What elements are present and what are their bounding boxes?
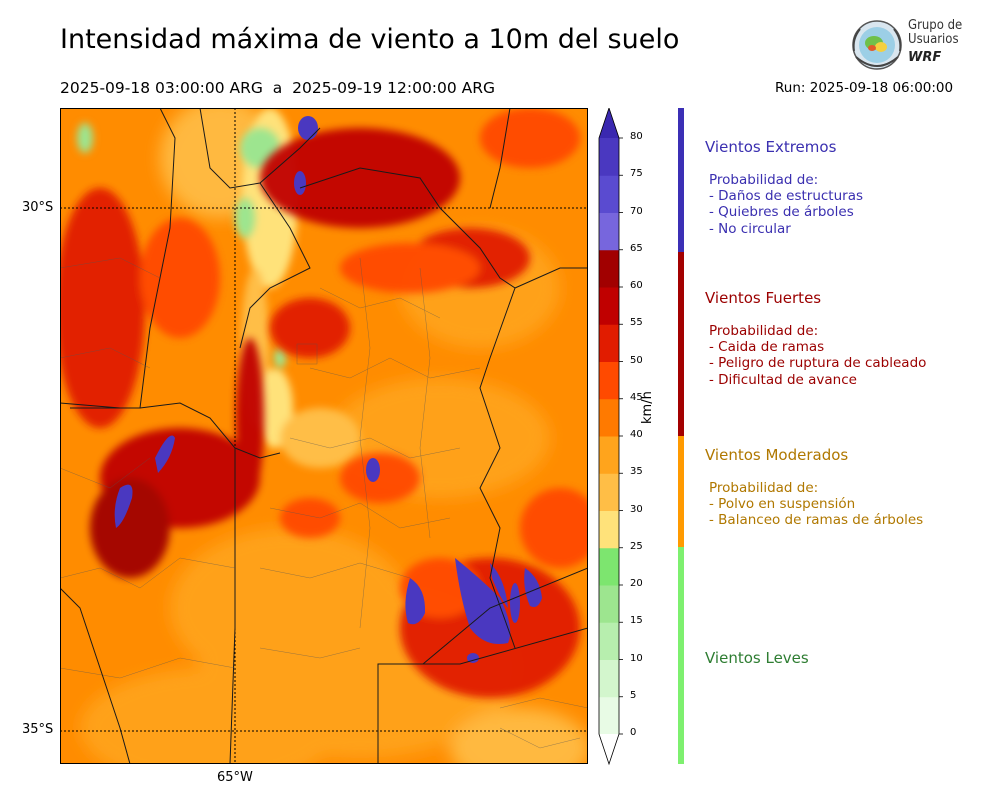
colorbar-segment — [599, 585, 619, 623]
colorbar-tick-label: 25 — [630, 540, 643, 552]
colorbar-tick-label: 70 — [630, 205, 643, 217]
grupo-usuarios-wrf-logo: Grupo de Usuarios WRF — [848, 17, 968, 73]
colorbar-tick-label: 0 — [630, 727, 637, 738]
category-bar-extreme — [678, 108, 684, 252]
logo-line2: Usuarios — [908, 32, 959, 47]
logo-line3: WRF — [908, 50, 942, 65]
category-desc-line: Probabilidad de: — [709, 480, 819, 496]
category-desc-strong: Probabilidad de: - Caida de ramas - Peli… — [709, 323, 926, 388]
colorbar-segment — [599, 212, 619, 251]
run-time: Run: 2025-09-18 06:00:00 — [775, 80, 954, 96]
category-desc-line: - Polvo en suspensión — [709, 496, 856, 513]
colorbar-segment — [599, 659, 619, 698]
colorbar-tick-label: 5 — [630, 689, 637, 701]
logo-line1: Grupo de — [908, 18, 963, 33]
category-desc-line: - Dificultad de avance — [709, 371, 857, 388]
colorbar-unit-label: km/h — [640, 391, 655, 424]
colorbar-tick-label: 40 — [630, 429, 643, 440]
colorbar-segment — [599, 175, 619, 213]
category-desc-line: - Quiebres de árboles — [709, 204, 854, 221]
colorbar-tick-label: 30 — [630, 503, 643, 515]
colorbar-segment — [599, 249, 619, 288]
category-desc-line: Probabilidad de: — [709, 172, 819, 188]
category-desc-line: - Daños de estructuras — [709, 188, 864, 205]
colorbar-segment — [599, 287, 619, 325]
colorbar-tick-label: 65 — [630, 242, 643, 254]
colorbar-segment — [599, 138, 619, 176]
category-title-light: Vientos Leves — [705, 649, 809, 667]
category-desc-line: Probabilidad de: — [709, 323, 819, 339]
colorbar-segment — [599, 473, 619, 511]
lat-label-35s: 35°S — [22, 722, 54, 737]
page-title: Intensidad máxima de viento a 10m del su… — [60, 24, 680, 55]
category-desc-line: - Balanceo de ramas de árboles — [709, 512, 924, 529]
colorbar-tick-label: 55 — [630, 317, 643, 329]
colorbar-segment — [599, 324, 619, 362]
colorbar-tick-label: 60 — [630, 280, 643, 291]
colorbar-tick-label: 15 — [630, 615, 643, 627]
colorbar — [596, 106, 630, 766]
colorbar-tick-label: 45 — [630, 391, 643, 403]
colorbar-tick-label: 20 — [630, 578, 643, 589]
category-title-moderate: Vientos Moderados — [705, 446, 849, 464]
colorbar-segment — [599, 622, 619, 660]
forecast-period: 2025-09-18 03:00:00 ARG a 2025-09-19 12:… — [60, 79, 496, 97]
colorbar-segment — [599, 361, 619, 400]
category-desc-moderate: Probabilidad de: - Polvo en suspensión -… — [709, 480, 923, 529]
category-title-extreme: Vientos Extremos — [705, 138, 837, 156]
category-desc-line: - Caida de ramas — [709, 339, 825, 356]
category-bar-strong — [678, 252, 684, 436]
colorbar-segment — [599, 398, 619, 437]
lat-label-30s: 30°S — [22, 200, 54, 215]
globe-emblem-icon — [852, 20, 902, 70]
colorbar-segment — [599, 436, 619, 474]
colorbar-tick-label: 50 — [630, 354, 643, 366]
colorbar-segment — [599, 547, 619, 586]
category-desc-line: - Peligro de ruptura de cableado — [709, 355, 927, 372]
colorbar-segment — [599, 696, 619, 735]
colorbar-segment — [599, 510, 619, 549]
colorbar-tick-label: 75 — [630, 168, 643, 180]
colorbar-tick-label: 35 — [630, 466, 643, 478]
colorbar-extend-max — [599, 108, 619, 138]
category-title-strong: Vientos Fuertes — [705, 289, 822, 307]
colorbar-extend-min — [599, 734, 619, 764]
lon-label-65w: 65°W — [217, 770, 253, 785]
category-bar-moderate — [678, 436, 684, 547]
category-desc-line: - No circular — [709, 220, 791, 237]
colorbar-tick-label: 80 — [630, 131, 643, 142]
wind-map — [60, 108, 588, 764]
colorbar-tick-label: 10 — [630, 652, 643, 664]
category-desc-extreme: Probabilidad de: - Daños de estructuras … — [709, 172, 863, 237]
category-bar-light — [678, 547, 684, 764]
